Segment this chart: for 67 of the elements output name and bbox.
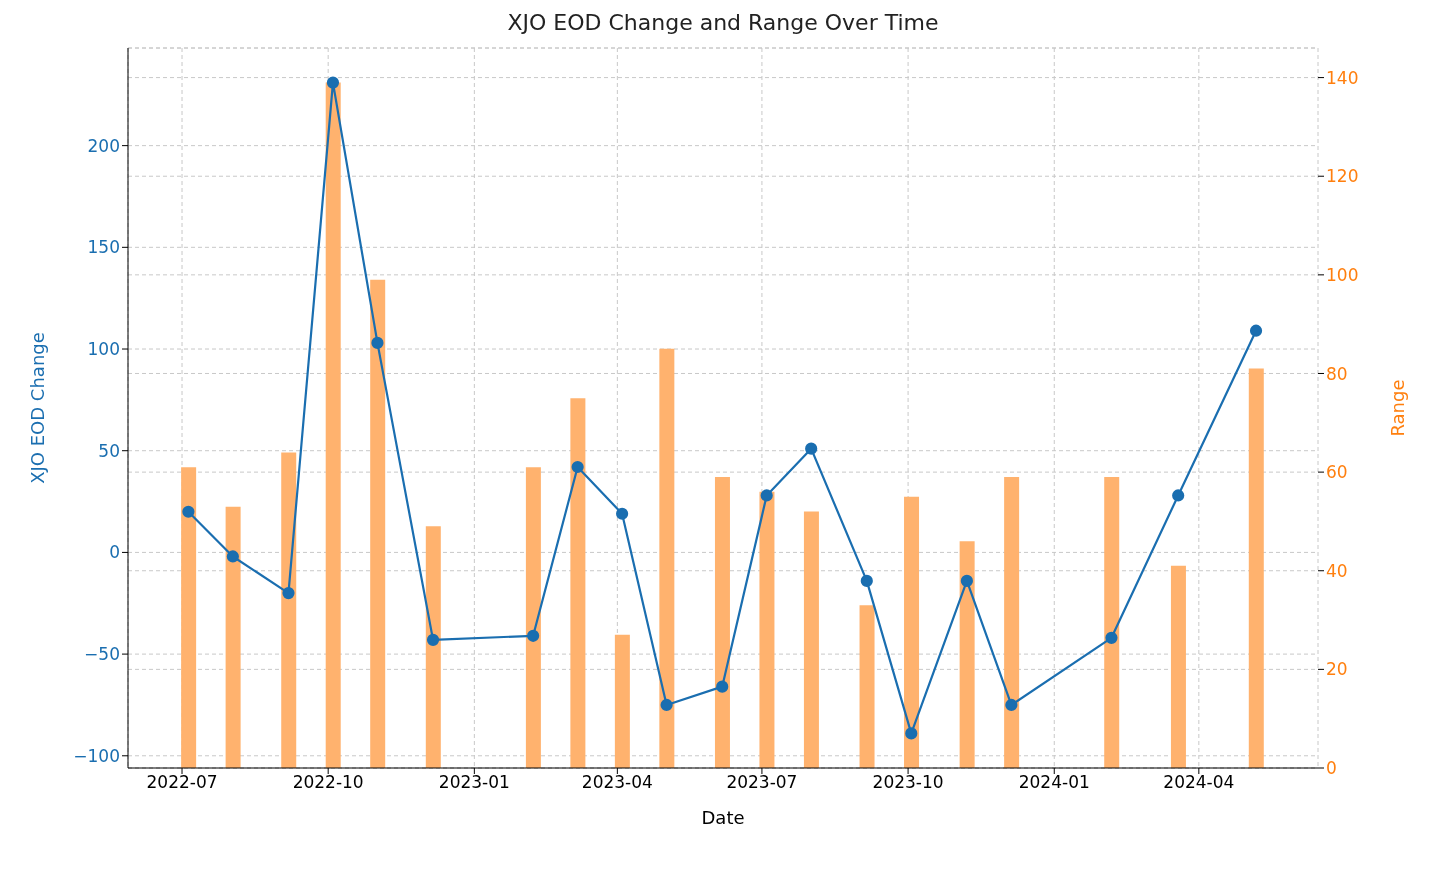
point xyxy=(1005,698,1018,712)
y2-tick-label: 80 xyxy=(1326,363,1348,384)
y2-tick-label: 0 xyxy=(1326,758,1337,779)
y-tick-label: 200 xyxy=(87,135,120,156)
point xyxy=(616,507,629,520)
x-tick-label: 2024-04 xyxy=(1163,772,1235,793)
y2-tick-label: 40 xyxy=(1326,560,1348,581)
bar xyxy=(570,398,586,768)
bar xyxy=(325,82,341,768)
point xyxy=(527,629,540,642)
point xyxy=(860,574,873,587)
y2-axis-title: Range xyxy=(1387,379,1409,437)
bar xyxy=(614,634,630,768)
y-tick-label: −50 xyxy=(84,644,120,665)
bar xyxy=(370,279,386,768)
chart-title: XJO EOD Change and Range Over Time xyxy=(506,9,940,37)
x-tick-label: 2022-10 xyxy=(292,772,364,793)
bar xyxy=(181,467,197,768)
y-tick-label: 150 xyxy=(87,237,120,258)
bar xyxy=(1248,368,1264,768)
bar xyxy=(225,506,241,768)
bar xyxy=(659,348,675,768)
y2-tick-label: 100 xyxy=(1326,264,1359,285)
bar xyxy=(1170,565,1186,768)
x-tick-label: 2022-07 xyxy=(146,772,218,793)
point xyxy=(1172,489,1185,502)
x-tick-label: 2024-01 xyxy=(1018,772,1090,793)
bar xyxy=(425,526,441,768)
bar xyxy=(281,452,297,768)
point xyxy=(282,586,295,600)
bar xyxy=(959,541,975,768)
point xyxy=(1105,631,1118,644)
x-tick-label: 2023-10 xyxy=(872,772,944,793)
point xyxy=(571,460,584,474)
bar xyxy=(714,477,730,768)
point xyxy=(716,680,729,693)
bar xyxy=(759,491,775,768)
x-tick-label: 2023-07 xyxy=(726,772,798,793)
y2-tick-label: 120 xyxy=(1326,166,1359,187)
point xyxy=(905,727,918,740)
y2-tick-label: 20 xyxy=(1326,659,1348,680)
bar xyxy=(904,496,920,768)
bar xyxy=(525,467,541,768)
bar xyxy=(859,605,875,768)
point xyxy=(960,574,973,587)
point xyxy=(182,505,195,518)
point xyxy=(326,76,340,89)
y2-tick-label: 140 xyxy=(1326,67,1359,88)
point xyxy=(1249,324,1263,337)
x-tick-label: 2023-04 xyxy=(581,772,653,793)
y-tick-label: 100 xyxy=(87,339,120,360)
y2-tick-label: 60 xyxy=(1326,462,1348,483)
point xyxy=(760,489,773,502)
point xyxy=(805,442,818,455)
bar xyxy=(1104,477,1120,768)
point xyxy=(660,698,673,712)
x-axis-title: Date xyxy=(701,807,745,828)
y-tick-label: 0 xyxy=(109,542,120,563)
y-axis-title: XJO EOD Change xyxy=(27,332,49,484)
bar xyxy=(1004,477,1020,768)
point xyxy=(226,550,239,563)
bar xyxy=(803,511,819,768)
point xyxy=(426,633,440,646)
y-tick-label: 50 xyxy=(98,440,120,461)
x-tick-label: 2023-01 xyxy=(438,772,510,793)
point xyxy=(371,336,384,350)
y-tick-label: −100 xyxy=(73,745,120,766)
